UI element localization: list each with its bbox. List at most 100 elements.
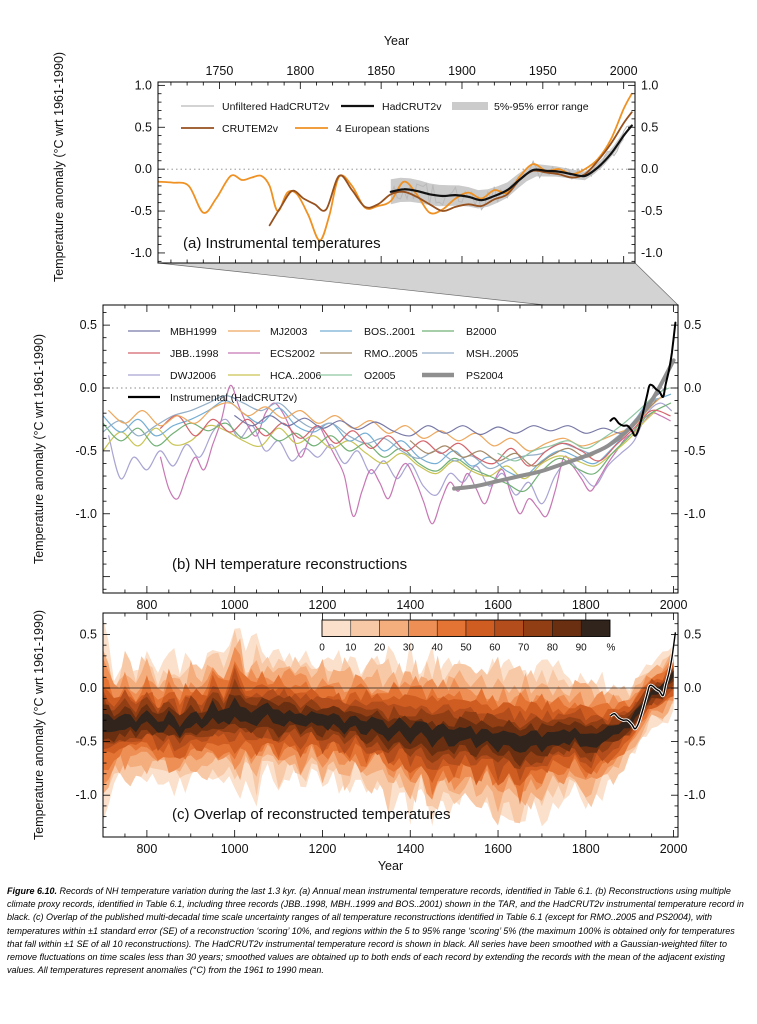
panel-c-frame <box>102 612 679 838</box>
colorbar <box>321 619 611 637</box>
x-tick-label: 2000 <box>660 598 688 612</box>
y-tick-label-left: 0.0 <box>135 162 152 176</box>
y-tick-label-right: 0.5 <box>684 627 701 641</box>
colorbar-cell <box>580 619 611 637</box>
y-tick-label-right: 0.0 <box>641 162 658 176</box>
x-tick-label: 1900 <box>448 64 476 78</box>
x-axis-title-bottom: Year <box>378 859 403 873</box>
error-range-band <box>390 131 624 209</box>
series-line-instrumental-hadcrut2v- <box>609 321 677 437</box>
colorbar-label: 20 <box>374 643 386 654</box>
series-line-dwj2006 <box>108 402 672 505</box>
colorbar-cell <box>494 619 524 637</box>
panel-b-frame <box>102 304 679 594</box>
series-line-ps2004 <box>452 358 676 491</box>
colorbar-label: % <box>607 643 616 654</box>
x-tick-label: 1800 <box>572 842 600 856</box>
colorbar-label: 50 <box>460 643 472 654</box>
panel-c-heatmap <box>103 616 678 827</box>
legend-b-item-label: B2000 <box>466 326 497 338</box>
x-tick-label: 1200 <box>309 842 337 856</box>
y-tick-label-left: -0.5 <box>130 204 152 218</box>
y-tick-label-left: -0.5 <box>75 735 97 749</box>
panel-a-series <box>158 92 635 242</box>
panel-b-ticks <box>103 305 678 593</box>
colorbar-cell <box>321 619 352 637</box>
y-tick-label-left: 1.0 <box>135 78 152 92</box>
legend-a-item-label: HadCRUT2v <box>382 101 442 113</box>
colorbar-frame <box>321 619 611 637</box>
panel-a-y-axis-title: Temperature anomaly (°C wrt 1961-1990) <box>52 52 66 282</box>
colorbar-label: 10 <box>345 643 357 654</box>
y-tick-label-right: -0.5 <box>684 444 706 458</box>
x-tick-label: 2000 <box>660 842 688 856</box>
figure-caption-label: Figure 6.10. <box>7 886 58 896</box>
x-tick-label: 1800 <box>286 64 314 78</box>
y-tick-label-left: 0.0 <box>80 681 97 695</box>
legend-a-item-label: Unfiltered HadCRUT2v <box>222 101 330 113</box>
x-tick-label: 1200 <box>309 598 337 612</box>
colorbar-label: 70 <box>518 643 530 654</box>
x-tick-label: 2000 <box>610 64 638 78</box>
series-line-jbb-1998 <box>159 409 671 467</box>
colorbar-label: 60 <box>489 643 501 654</box>
instrumental-line <box>609 632 677 730</box>
legend-swatch-band <box>452 102 488 110</box>
x-tick-label: 1850 <box>367 64 395 78</box>
x-tick-label: 800 <box>136 842 157 856</box>
y-tick-label-right: 1.0 <box>641 78 658 92</box>
legend-b-item-label: HCA..2006 <box>270 370 322 382</box>
overlap-band-level-9 <box>103 670 674 753</box>
y-tick-label-right: 0.0 <box>684 681 701 695</box>
legend-b-item-label: DWJ2006 <box>170 370 216 382</box>
y-tick-label-left: -1.0 <box>130 246 152 260</box>
panel-c-y-axis-title: Temperature anomaly (°C wrt 1961-1990) <box>32 610 46 840</box>
y-tick-label-right: -1.0 <box>684 788 706 802</box>
y-tick-label-left: -0.5 <box>75 444 97 458</box>
colorbar-cell <box>408 619 438 637</box>
colorbar-label: 90 <box>576 643 588 654</box>
y-tick-label-left: 0.0 <box>80 381 97 395</box>
x-tick-label: 1400 <box>396 842 424 856</box>
legend-b-item-label: RMO..2005 <box>364 348 418 360</box>
colorbar-cell <box>523 619 553 637</box>
legend-b-item-label: ECS2002 <box>270 348 315 360</box>
x-tick-label: 1400 <box>396 598 424 612</box>
x-tick-label: 800 <box>136 598 157 612</box>
y-tick-label-right: 0.5 <box>641 120 658 134</box>
panel-c-title: (c) Overlap of reconstructed temperature… <box>172 806 450 823</box>
x-tick-label: 1800 <box>572 598 600 612</box>
colorbar-label: 80 <box>547 643 559 654</box>
y-tick-label-left: 0.5 <box>135 120 152 134</box>
x-tick-label: 1600 <box>484 842 512 856</box>
x-axis-title-top: Year <box>384 34 409 48</box>
y-tick-label-right: -1.0 <box>684 507 706 521</box>
x-tick-label: 1000 <box>221 598 249 612</box>
series-line-mbh1999 <box>234 387 666 437</box>
legend-b-item-label: Instrumental (HadCRUT2v) <box>170 392 297 404</box>
panel-a-frame <box>157 81 636 264</box>
panel-a-title: (a) Instrumental temperatures <box>183 235 381 252</box>
legend-b-item-label: MSH..2005 <box>466 348 519 360</box>
x-tick-label: 1750 <box>206 64 234 78</box>
figure-caption-text: Records of NH temperature variation duri… <box>7 886 744 976</box>
x-tick-label: 1950 <box>529 64 557 78</box>
series-line-hadcrut2v <box>389 124 633 202</box>
y-tick-label-right: 0.5 <box>684 318 701 332</box>
series-line-unfiltered <box>390 125 631 211</box>
panel-a-ticks <box>158 82 635 263</box>
legend-a-item-label: CRUTEM2v <box>222 123 279 135</box>
legend-b-item-label: MBH1999 <box>170 326 217 338</box>
y-tick-label-right: -1.0 <box>641 246 663 260</box>
series-line-ecs2002 <box>159 384 671 525</box>
legend-a-item-label: 5%-95% error range <box>494 101 589 113</box>
legend-b-item-label: O2005 <box>364 370 396 382</box>
legend-b-item-label: BOS..2001 <box>364 326 416 338</box>
panel-b-series <box>103 321 678 525</box>
colorbar-cell <box>350 619 380 637</box>
legend-a-item-label: 4 European stations <box>336 123 429 135</box>
y-tick-label-left: 0.5 <box>80 627 97 641</box>
x-tick-label: 1000 <box>221 842 249 856</box>
